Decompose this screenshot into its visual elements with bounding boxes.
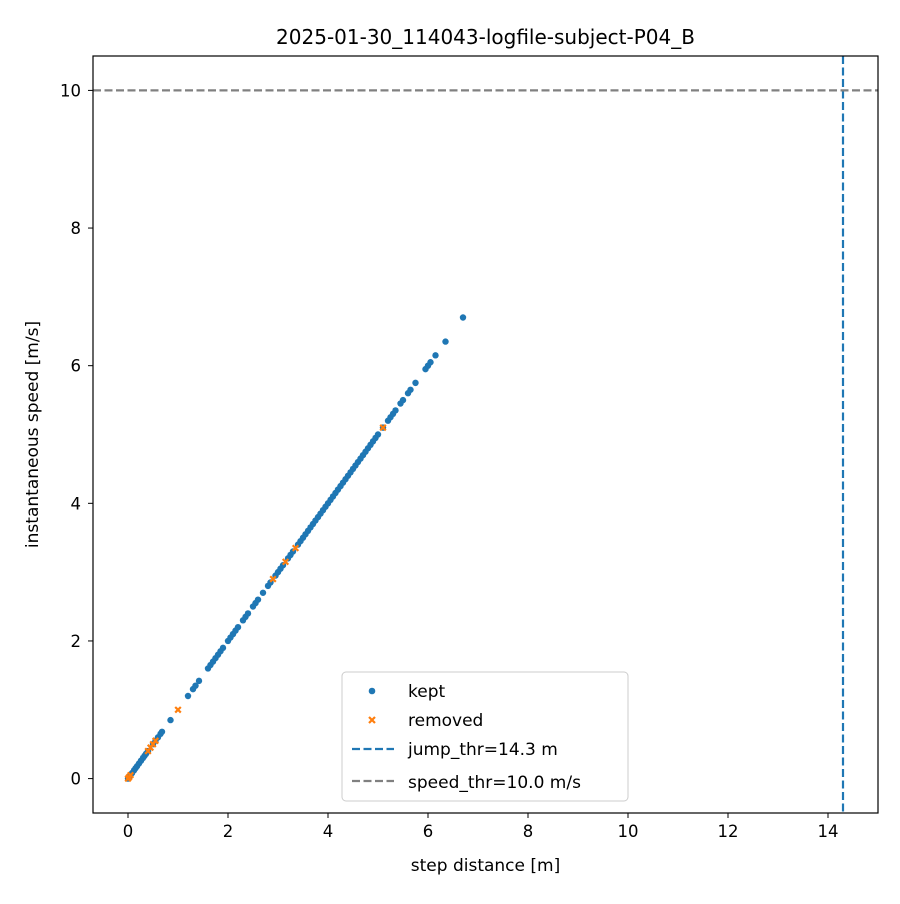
x-tick-label: 0 xyxy=(123,822,134,841)
removed-point xyxy=(269,575,277,583)
y-axis-label: instantaneous speed [m/s] xyxy=(23,321,43,548)
y-tick-label: 10 xyxy=(60,81,81,100)
legend: kept removed jump_thr=14.3 m speed_thr=1… xyxy=(341,671,629,802)
legend-speed-label: speed_thr=10.0 m/s xyxy=(408,773,581,793)
removed-point xyxy=(126,771,135,779)
y-tick-label: 4 xyxy=(71,494,82,513)
data-points xyxy=(124,314,467,783)
kept-point xyxy=(167,716,174,724)
y-tick-label: 0 xyxy=(71,770,82,789)
kept-point xyxy=(399,396,407,404)
kept-point xyxy=(412,379,419,387)
x-tick-label: 12 xyxy=(718,822,739,841)
kept-point xyxy=(407,386,414,393)
kept-point xyxy=(442,338,449,345)
removed-point xyxy=(281,558,290,566)
y-tick-label: 6 xyxy=(71,357,82,376)
reference-lines xyxy=(93,56,878,813)
kept-point xyxy=(234,623,242,631)
x-tick-label: 8 xyxy=(523,822,534,841)
kept-point xyxy=(184,692,192,700)
x-tick-label: 4 xyxy=(323,822,334,841)
kept-point xyxy=(158,728,166,735)
legend-box xyxy=(341,671,629,802)
kept-point xyxy=(254,596,262,603)
x-tick-label: 10 xyxy=(618,822,639,841)
removed-point xyxy=(174,706,182,714)
y-tick-label: 2 xyxy=(71,632,82,651)
legend-kept-label: kept xyxy=(408,682,445,702)
legend-jump-label: jump_thr=14.3 m xyxy=(407,740,558,760)
kept-point xyxy=(195,677,203,685)
x-tick-label: 6 xyxy=(423,822,434,841)
removed-point xyxy=(151,737,160,745)
x-tick-label: 2 xyxy=(223,822,234,841)
legend-removed-marker xyxy=(368,716,376,724)
kept-point xyxy=(392,407,399,414)
plot-area xyxy=(92,55,879,814)
y-axis: 0 2 4 6 8 10 xyxy=(60,81,93,789)
kept-point xyxy=(459,314,467,321)
kept-point xyxy=(244,610,252,617)
x-tick-label: 14 xyxy=(818,822,839,841)
x-axis-label: step distance [m] xyxy=(411,856,560,876)
y-tick-label: 8 xyxy=(71,219,82,238)
kept-point xyxy=(374,431,382,438)
removed-point xyxy=(291,544,300,552)
kept-point xyxy=(192,682,199,689)
legend-kept-marker xyxy=(368,687,376,695)
x-axis: 0 2 4 6 8 10 12 14 xyxy=(123,813,839,841)
kept-point xyxy=(427,359,434,366)
legend-removed-label: removed xyxy=(408,711,483,731)
plot-frame xyxy=(92,55,879,814)
chart-title: 2025-01-30_114043-logfile-subject-P04_B xyxy=(276,25,695,49)
removed-point xyxy=(379,424,387,432)
kept-point xyxy=(219,644,227,652)
kept-point xyxy=(432,352,439,359)
kept-point xyxy=(259,589,267,596)
